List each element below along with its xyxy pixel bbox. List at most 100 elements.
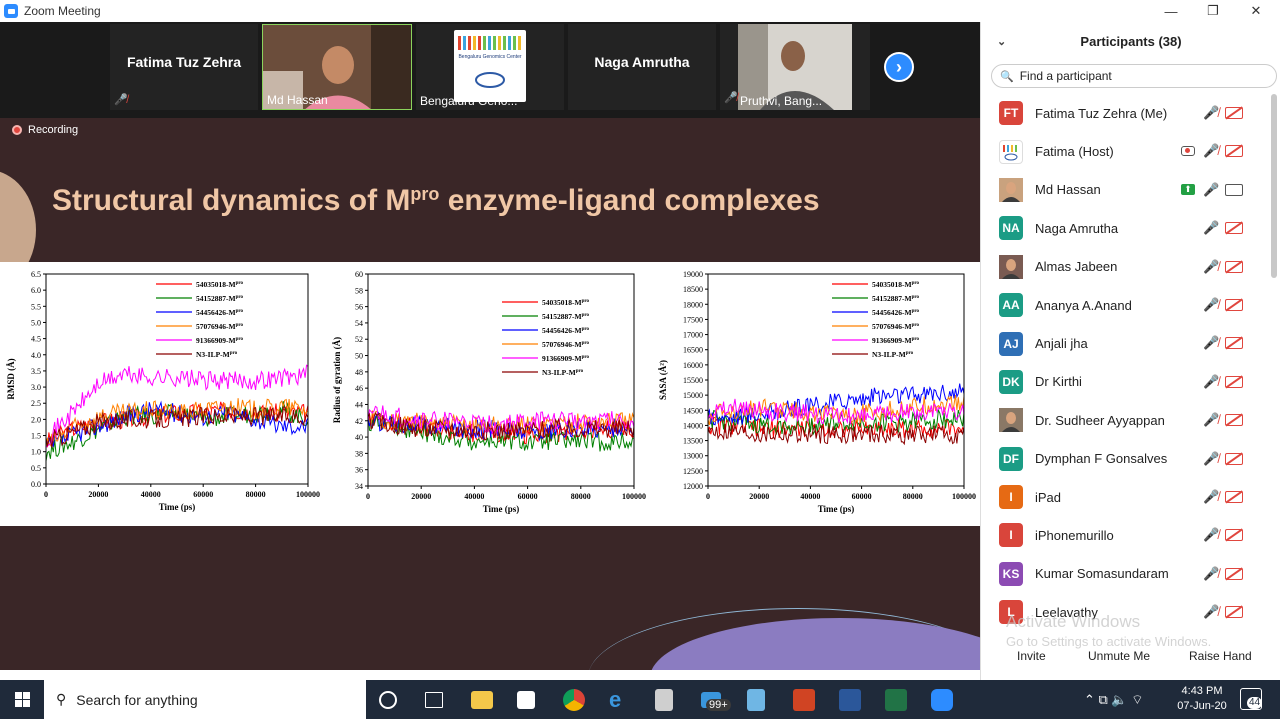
participant-row[interactable]: Dr. Sudheer Ayyappan 🎤̸	[981, 401, 1271, 439]
notepad-icon[interactable]	[747, 689, 765, 711]
mic-muted-icon[interactable]: 🎤̸	[1203, 258, 1220, 274]
participant-row[interactable]: FT Fatima Tuz Zehra (Me) 🎤̸	[981, 94, 1271, 132]
y-tick-label: 18000	[683, 300, 703, 309]
mic-icon[interactable]: 🎤	[1203, 181, 1220, 197]
participant-status-icons: 🎤	[1203, 221, 1243, 235]
legend-entry-name: 91366909-M	[542, 354, 582, 363]
mic-muted-icon[interactable]: 🎤̸	[1203, 373, 1220, 389]
store-icon[interactable]	[517, 691, 535, 709]
legend-entry: 91366909-Mpro	[872, 336, 919, 345]
video-off-icon[interactable]	[1225, 375, 1243, 388]
video-icon[interactable]	[1225, 183, 1243, 196]
tile-name: Pruthvi, Bang...	[740, 94, 823, 108]
legend-entry-superscript: pro	[912, 337, 920, 342]
participant-row[interactable]: Fatima (Host) 🎤̸	[981, 132, 1271, 170]
mic-icon[interactable]: 🎤	[1203, 220, 1220, 236]
file-explorer-icon[interactable]	[471, 691, 493, 709]
mic-muted-icon[interactable]: 🎤̸	[1203, 527, 1220, 543]
taskbar-search-box[interactable]: ⚲ Search for anything	[44, 680, 366, 719]
video-off-icon[interactable]	[1225, 298, 1243, 311]
recording-indicator[interactable]: Recording	[12, 124, 78, 136]
legend-entry: N3-ILP-Mpro	[872, 350, 914, 359]
participant-tile-video[interactable]: Md Hassan	[262, 24, 412, 110]
close-button[interactable]: ✕	[1250, 3, 1262, 18]
legend-entry: 54035018-Mpro	[196, 280, 243, 289]
chrome-icon[interactable]	[563, 689, 585, 711]
mic-muted-icon[interactable]: 🎤̸	[1203, 143, 1220, 159]
participant-row[interactable]: Almas Jabeen 🎤̸	[981, 248, 1271, 286]
y-tick-label: 18500	[683, 285, 703, 294]
task-view-icon[interactable]	[425, 692, 443, 708]
participant-row[interactable]: L Leelavathy 🎤̸	[981, 593, 1271, 631]
participant-tile[interactable]: Fatima Tuz Zehra 🎤̸	[110, 24, 258, 110]
zoom-taskbar-icon[interactable]	[931, 689, 953, 711]
participant-search[interactable]: 🔍 Find a participant	[991, 64, 1277, 88]
raise-hand-button[interactable]: Raise Hand	[1189, 649, 1252, 663]
tray-icons[interactable]: ⌃ ⧉ 🔈 ⌔	[1084, 692, 1144, 707]
video-off-icon[interactable]	[1225, 222, 1243, 235]
cortana-icon[interactable]	[379, 691, 397, 709]
legend-entry-superscript: pro	[582, 327, 590, 332]
participant-list-scrollbar[interactable]	[1271, 94, 1277, 278]
legend-entry-superscript: pro	[582, 341, 590, 346]
mic-muted-icon[interactable]: 🎤̸	[1203, 450, 1220, 466]
search-placeholder: Find a participant	[1019, 69, 1112, 83]
video-off-icon[interactable]	[1225, 567, 1243, 580]
series-line	[45, 406, 309, 448]
y-tick-label: 40	[355, 433, 363, 442]
legend-entry: 57076946-Mpro	[196, 322, 243, 331]
minimize-button[interactable]: —	[1164, 3, 1178, 19]
video-off-icon[interactable]	[1225, 529, 1243, 542]
share-screen-icon: ⬆	[1181, 184, 1195, 196]
participant-tile[interactable]: Naga Amrutha	[568, 24, 716, 110]
legend-entry-name: 54152887-M	[872, 294, 912, 303]
recording-icon	[1181, 146, 1195, 157]
unmute-me-button[interactable]: Unmute Me	[1088, 649, 1151, 663]
participant-status-icons: 🎤̸	[1203, 605, 1243, 619]
mic-muted-icon[interactable]: 🎤̸	[1203, 105, 1220, 120]
legend-entry: 57076946-Mpro	[542, 340, 589, 349]
next-page-button[interactable]: ›	[884, 52, 914, 82]
mic-muted-icon[interactable]: 🎤̸	[1203, 565, 1220, 581]
y-tick-label: 56	[355, 303, 363, 312]
participant-tile[interactable]: Bengaluru Genomics Center Bengaluru Geno…	[416, 24, 564, 110]
participant-row[interactable]: NA Naga Amrutha 🎤	[981, 209, 1271, 247]
mic-muted-icon[interactable]: 🎤̸	[1203, 296, 1220, 312]
video-off-icon[interactable]	[1225, 337, 1243, 350]
word-icon[interactable]	[839, 689, 861, 711]
clock[interactable]: 4:43 PM 07-Jun-20	[1174, 680, 1230, 719]
mic-muted-icon[interactable]: 🎤̸	[1203, 488, 1220, 504]
start-button[interactable]	[0, 680, 44, 719]
participant-row[interactable]: AA Ananya A.Anand 🎤̸	[981, 286, 1271, 324]
participant-row[interactable]: Md Hassan ⬆ 🎤	[981, 171, 1271, 209]
video-off-icon[interactable]	[1225, 260, 1243, 273]
video-off-icon[interactable]	[1225, 107, 1243, 119]
participant-row[interactable]: DK Dr Kirthi 🎤̸	[981, 363, 1271, 401]
notification-center-icon[interactable]: 44	[1240, 688, 1263, 710]
edge-icon[interactable]: e	[609, 687, 622, 712]
video-off-icon[interactable]	[1225, 452, 1243, 465]
y-axis-label: SASA (Å²)	[658, 360, 668, 400]
video-off-icon[interactable]	[1225, 145, 1243, 158]
mic-muted-icon[interactable]: 🎤̸	[1203, 604, 1220, 620]
participant-tile-video[interactable]: 🎤̸ Pruthvi, Bang...	[720, 24, 870, 110]
restore-button[interactable]: ❐	[1207, 3, 1219, 18]
powerpoint-icon[interactable]	[793, 689, 815, 711]
mic-muted-icon[interactable]: 🎤̸	[1203, 335, 1220, 351]
x-tick-label: 20000	[411, 492, 431, 501]
mic-muted-icon[interactable]: 🎤̸	[1203, 412, 1220, 428]
participant-row[interactable]: KS Kumar Somasundaram 🎤̸	[981, 555, 1271, 593]
chevron-down-icon[interactable]: ⌄	[997, 36, 1007, 48]
video-off-icon[interactable]	[1225, 414, 1243, 427]
participant-row[interactable]: AJ Anjali jha 🎤̸	[981, 324, 1271, 362]
slide-title: Structural dynamics of Mpro enzyme-ligan…	[52, 184, 820, 218]
video-off-icon[interactable]	[1225, 490, 1243, 503]
participants-title: Participants (38)	[1080, 34, 1182, 49]
excel-icon[interactable]	[885, 689, 907, 711]
invite-button[interactable]: Invite	[1017, 649, 1046, 663]
video-off-icon[interactable]	[1225, 606, 1243, 619]
calculator-icon[interactable]	[655, 689, 673, 711]
participant-row[interactable]: DF Dymphan F Gonsalves 🎤̸	[981, 440, 1271, 478]
